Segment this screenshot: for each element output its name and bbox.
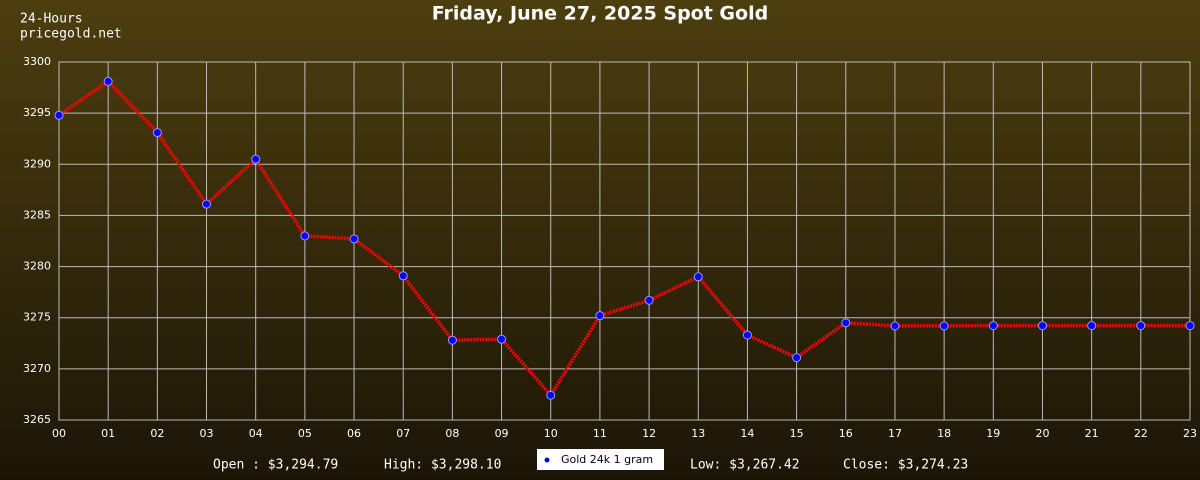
point (349, 234, 359, 244)
x-tick-label: 12 (642, 427, 656, 440)
point (447, 335, 457, 345)
x-tick-label: 23 (1183, 427, 1197, 440)
x-tick-label: 01 (101, 427, 115, 440)
x-tick-label: 22 (1134, 427, 1148, 440)
point (1136, 321, 1146, 331)
x-tick-label: 21 (1085, 427, 1099, 440)
x-tick-label: 00 (52, 427, 66, 440)
point (398, 271, 408, 281)
corner-text: 24-Hours (20, 12, 83, 27)
point (742, 330, 752, 340)
legend-box (537, 449, 664, 470)
stat-text: Low: $3,267.42 (690, 458, 800, 473)
point (693, 272, 703, 282)
point (1037, 321, 1047, 331)
x-tick-label: 10 (544, 427, 558, 440)
corner-text: pricegold.net (20, 27, 122, 42)
x-tick-label: 09 (495, 427, 509, 440)
legend-marker (544, 457, 550, 463)
point (595, 311, 605, 321)
point (841, 318, 851, 328)
x-tick-label: 11 (593, 427, 607, 440)
x-tick-label: 07 (396, 427, 410, 440)
x-tick-label: 15 (790, 427, 804, 440)
point (644, 295, 654, 305)
point (1185, 321, 1195, 331)
point (988, 321, 998, 331)
x-tick-label: 03 (200, 427, 214, 440)
x-tick-label: 17 (888, 427, 902, 440)
point (497, 334, 507, 344)
y-tick-label: 3275 (23, 311, 51, 324)
point (152, 128, 162, 138)
legend-label: Gold 24k 1 gram (561, 453, 653, 466)
y-tick-label: 3265 (23, 413, 51, 426)
stat-text: Open : $3,294.79 (213, 458, 338, 473)
legend: Gold 24k 1 gram (537, 449, 664, 470)
x-tick-label: 02 (150, 427, 164, 440)
point (890, 321, 900, 331)
chart-title: Friday, June 27, 2025 Spot Gold (432, 3, 768, 25)
point (939, 321, 949, 331)
x-tick-label: 18 (937, 427, 951, 440)
x-tick-label: 20 (1035, 427, 1049, 440)
point (792, 353, 802, 363)
y-tick-label: 3290 (23, 157, 51, 170)
stat-text: Close: $3,274.23 (843, 458, 968, 473)
x-tick-label: 14 (740, 427, 754, 440)
y-tick-label: 3295 (23, 106, 51, 119)
stat-text: High: $3,298.10 (384, 458, 501, 473)
point (54, 110, 64, 120)
point (546, 390, 556, 400)
x-tick-label: 19 (986, 427, 1000, 440)
point (103, 76, 113, 86)
x-tick-label: 16 (839, 427, 853, 440)
x-tick-label: 13 (691, 427, 705, 440)
point (1087, 321, 1097, 331)
x-tick-label: 05 (298, 427, 312, 440)
point (202, 199, 212, 209)
point (251, 154, 261, 164)
y-tick-label: 3285 (23, 208, 51, 221)
y-tick-label: 3280 (23, 260, 51, 273)
y-tick-label: 3270 (23, 362, 51, 375)
x-tick-label: 04 (249, 427, 263, 440)
x-tick-label: 06 (347, 427, 361, 440)
x-tick-label: 08 (445, 427, 459, 440)
line (58, 79, 1190, 399)
point (300, 231, 310, 241)
y-tick-label: 3300 (23, 55, 51, 68)
